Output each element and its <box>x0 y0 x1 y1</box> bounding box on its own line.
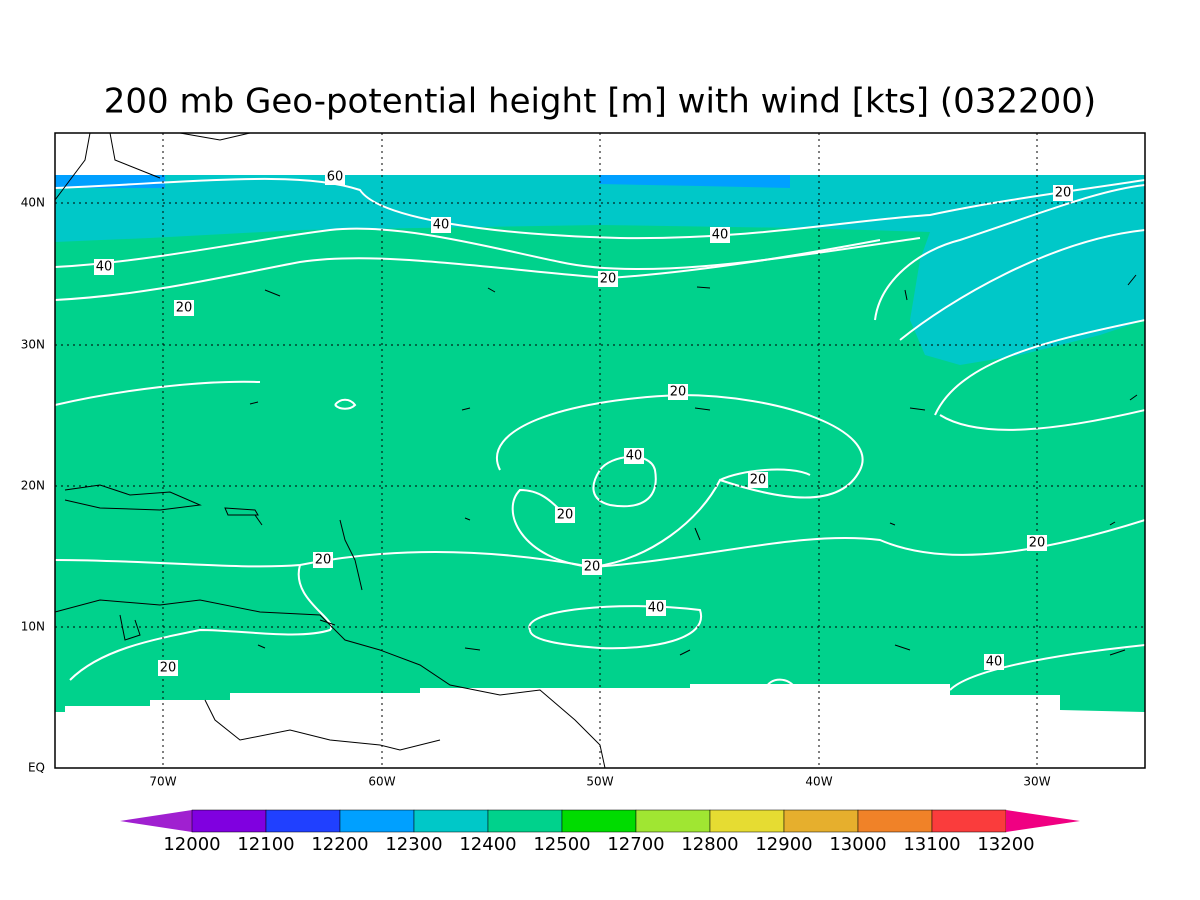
colorbar-label: 13200 <box>977 834 1034 855</box>
colorbar-arrow <box>1006 810 1080 832</box>
contour-label-bg <box>1053 185 1073 201</box>
lon-label: 40W <box>805 775 832 789</box>
colorbar-label: 12800 <box>681 834 738 855</box>
coastlines <box>54 132 606 769</box>
contour-label-bg <box>582 559 602 575</box>
colorbar-label: 12200 <box>311 834 368 855</box>
lat-label: 40N <box>21 196 45 210</box>
colorbar-label: 12000 <box>163 834 220 855</box>
field-missing <box>55 684 1145 768</box>
contour-label-bg <box>325 169 345 185</box>
colorbar-box <box>783 809 859 833</box>
contour-label: 20 <box>600 272 617 287</box>
contour-label: 20 <box>176 301 193 316</box>
colorbar-box <box>487 809 563 833</box>
contour-label: 20 <box>584 560 601 575</box>
contour-label-bg <box>313 552 333 568</box>
colorbar-box <box>709 809 785 833</box>
lon-label: 70W <box>149 775 176 789</box>
contour-label: 40 <box>96 260 113 275</box>
contour-label-bg <box>94 259 114 275</box>
field-blue <box>55 175 790 188</box>
contour-label: 40 <box>712 228 729 243</box>
lon-label: 50W <box>586 775 613 789</box>
field-cyan <box>55 175 1145 365</box>
map-title: 200 mb Geo-potential height [m] with win… <box>104 82 1096 122</box>
contour-label-bg <box>174 300 194 316</box>
contour-label-bg <box>624 448 644 464</box>
contour-label-bg <box>668 384 688 400</box>
contour-label: 20 <box>1029 536 1046 551</box>
lat-label: 10N <box>21 620 45 634</box>
contour-label: 20 <box>315 553 332 568</box>
colorbar-box <box>857 809 933 833</box>
contour-label: 20 <box>750 473 767 488</box>
colorbar-label: 12300 <box>385 834 442 855</box>
lat-label: 20N <box>21 479 45 493</box>
lon-label: 60W <box>368 775 395 789</box>
contour-label-bg <box>710 227 730 243</box>
lat-label: 30N <box>21 338 45 352</box>
contour-label-bg <box>158 660 178 676</box>
contour-label: 40 <box>648 601 665 616</box>
colorbar-box <box>413 809 489 833</box>
contour-label: 20 <box>160 661 177 676</box>
contour-label-bg <box>646 600 666 616</box>
contour-label-bg <box>431 217 451 233</box>
colorbar-box <box>265 809 341 833</box>
wind-vectors <box>249 274 1138 656</box>
contour-label-bg <box>984 654 1004 670</box>
colorbar-box <box>931 809 1007 833</box>
contour-label: 40 <box>626 449 643 464</box>
contour-label-bg <box>555 507 575 523</box>
contour-label: 20 <box>1055 186 1072 201</box>
lon-label: 30W <box>1023 775 1050 789</box>
colorbar-box <box>635 809 711 833</box>
colorbar-label: 12400 <box>459 834 516 855</box>
colorbar-label: 12700 <box>607 834 664 855</box>
grid <box>55 133 1145 768</box>
contour-label: 20 <box>557 508 574 523</box>
plot-frame <box>54 132 1146 769</box>
colorbar-box <box>339 809 415 833</box>
lat-label: EQ <box>28 761 45 775</box>
colorbar-box <box>191 809 267 833</box>
colorbar-label: 12900 <box>755 834 812 855</box>
colorbar-label: 13100 <box>903 834 960 855</box>
contour-label-bg <box>1027 535 1047 551</box>
contour-label: 20 <box>670 385 687 400</box>
contour-label-bg <box>748 472 768 488</box>
contour-label: 40 <box>433 218 450 233</box>
contour-label-bg <box>598 271 618 287</box>
colorbar-box <box>561 809 637 833</box>
colorbar-label: 13000 <box>829 834 886 855</box>
colorbar-label: 12500 <box>533 834 590 855</box>
contour-label: 60 <box>327 170 344 185</box>
colorbar-label: 12100 <box>237 834 294 855</box>
contour-label: 40 <box>986 655 1003 670</box>
colorbar-arrow <box>120 810 192 832</box>
contours <box>54 177 1146 691</box>
